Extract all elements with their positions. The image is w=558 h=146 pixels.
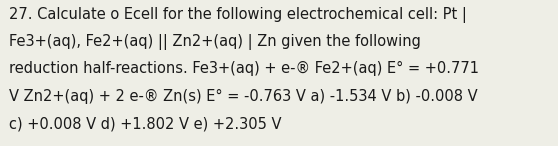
Text: 27. Calculate o Ecell for the following electrochemical cell: Pt |: 27. Calculate o Ecell for the following … (9, 7, 467, 23)
Text: Fe3+(aq), Fe2+(aq) || Zn2+(aq) | Zn given the following: Fe3+(aq), Fe2+(aq) || Zn2+(aq) | Zn give… (9, 34, 421, 50)
Text: reduction half-reactions. Fe3+(aq) + e-® Fe2+(aq) E° = +0.771: reduction half-reactions. Fe3+(aq) + e-®… (9, 61, 479, 77)
Text: V Zn2+(aq) + 2 e-® Zn(s) E° = -0.763 V a) -1.534 V b) -0.008 V: V Zn2+(aq) + 2 e-® Zn(s) E° = -0.763 V a… (9, 89, 478, 104)
Text: c) +0.008 V d) +1.802 V e) +2.305 V: c) +0.008 V d) +1.802 V e) +2.305 V (9, 116, 281, 131)
